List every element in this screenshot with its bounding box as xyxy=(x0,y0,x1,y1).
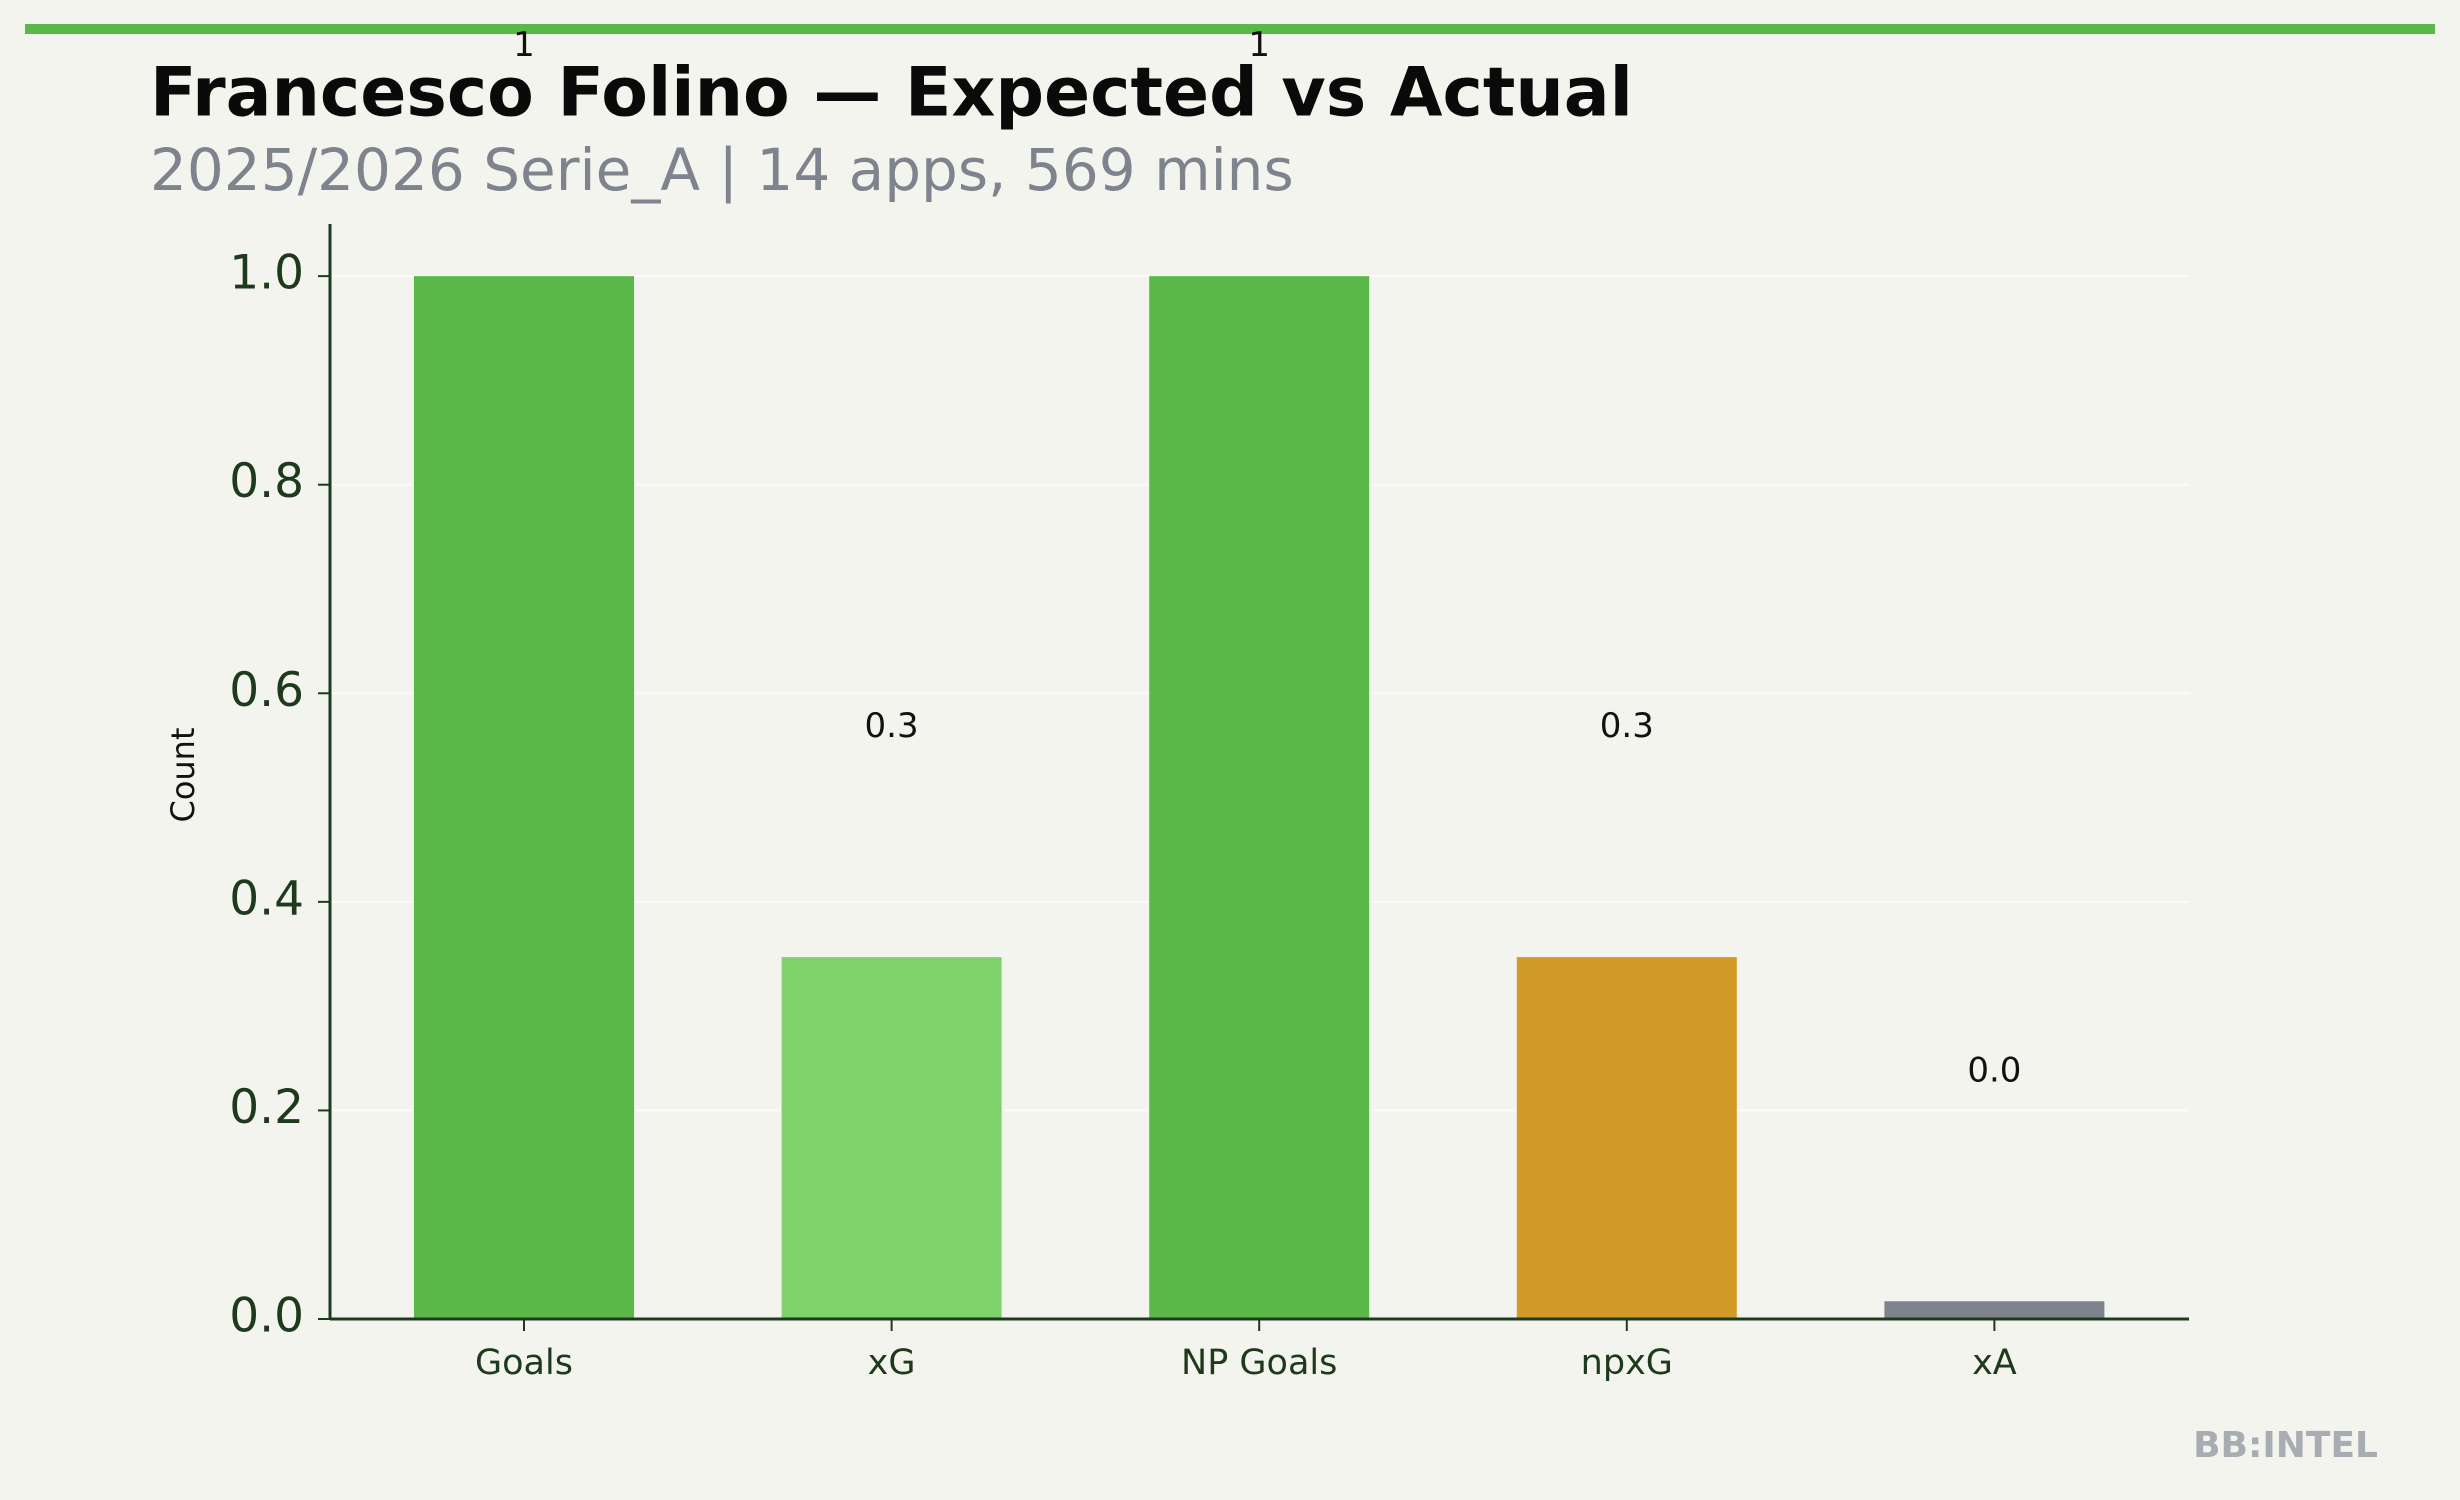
x-tick-label: NP Goals xyxy=(1181,1343,1337,1383)
y-tick-label: 0.8 xyxy=(229,454,304,509)
value-label: 0.0 xyxy=(1967,1050,2021,1090)
y-axis-label: Count xyxy=(164,727,202,822)
bar xyxy=(414,276,634,1320)
chart-subtitle: 2025/2026 Serie_A | 14 apps, 569 mins xyxy=(150,136,1294,204)
x-tick-label: Goals xyxy=(475,1343,573,1383)
bar xyxy=(1516,957,1737,1319)
chart-title: Francesco Folino — Expected vs Actual xyxy=(150,54,1633,133)
y-tick-label: 1.0 xyxy=(229,246,304,301)
top-accent xyxy=(25,24,2435,34)
x-tick-label: npxG xyxy=(1581,1343,1673,1383)
bar xyxy=(1884,1301,2105,1319)
bar xyxy=(781,957,1002,1319)
value-label: 1 xyxy=(513,25,535,65)
y-tick-label: 0.6 xyxy=(229,663,304,718)
value-label: 0.3 xyxy=(865,706,919,746)
y-tick-label: 0.2 xyxy=(229,1080,304,1135)
x-tick-label: xG xyxy=(868,1343,916,1383)
value-label: 0.3 xyxy=(1600,706,1654,746)
bar xyxy=(1149,276,1370,1320)
watermark: BB:INTEL xyxy=(2193,1425,2378,1466)
x-tick-label: xA xyxy=(1972,1343,2017,1383)
value-label: 1 xyxy=(1248,25,1270,65)
y-tick-label: 0.0 xyxy=(229,1289,304,1344)
y-tick-label: 0.4 xyxy=(229,871,304,926)
